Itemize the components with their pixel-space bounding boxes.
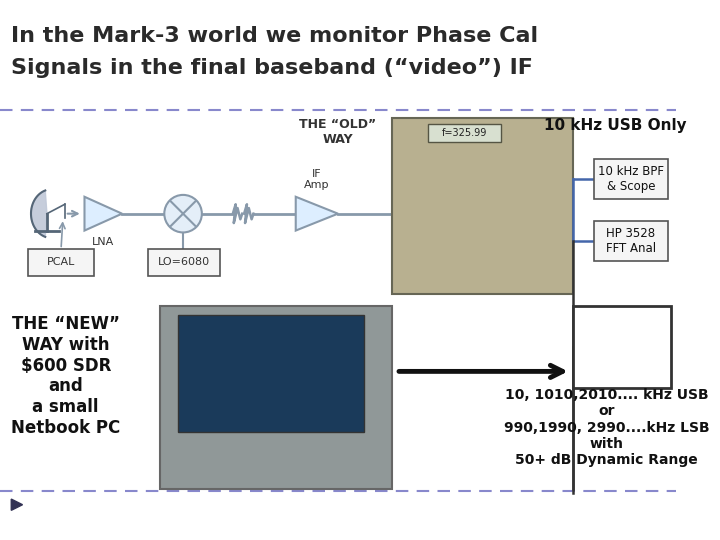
FancyBboxPatch shape <box>28 249 94 275</box>
FancyBboxPatch shape <box>179 315 364 433</box>
Text: In the Mark-3 world we monitor Phase Cal: In the Mark-3 world we monitor Phase Cal <box>12 26 539 46</box>
FancyBboxPatch shape <box>392 118 572 294</box>
Text: Signals in the final baseband (“video”) IF: Signals in the final baseband (“video”) … <box>12 58 533 78</box>
Polygon shape <box>12 499 22 510</box>
FancyBboxPatch shape <box>572 306 671 388</box>
Text: 10, 1010,2010.... kHz USB
or
990,1990, 2990....kHz LSB
with
50+ dB Dynamic Range: 10, 1010,2010.... kHz USB or 990,1990, 2… <box>504 388 709 467</box>
Text: f=325.99: f=325.99 <box>442 128 487 138</box>
Text: THE “NEW”
WAY with
$600 SDR
and
a small
Netbook PC: THE “NEW” WAY with $600 SDR and a small … <box>11 315 120 437</box>
Polygon shape <box>296 197 338 231</box>
Text: 10 kHz USB Only: 10 kHz USB Only <box>544 118 686 133</box>
Text: LO=6080: LO=6080 <box>158 258 210 267</box>
FancyBboxPatch shape <box>594 221 667 261</box>
FancyBboxPatch shape <box>428 124 501 143</box>
Text: LNA: LNA <box>92 237 114 247</box>
Text: HP 3528
FFT Anal: HP 3528 FFT Anal <box>606 227 656 255</box>
Text: PCAL: PCAL <box>47 258 75 267</box>
Text: 10 kHz BPF
& Scope: 10 kHz BPF & Scope <box>598 165 664 193</box>
FancyBboxPatch shape <box>594 159 667 199</box>
Circle shape <box>164 195 202 232</box>
Text: IF
Amp: IF Amp <box>304 168 330 190</box>
FancyBboxPatch shape <box>148 249 220 275</box>
Polygon shape <box>84 197 122 231</box>
FancyBboxPatch shape <box>160 306 392 489</box>
Text: THE “OLD”
WAY: THE “OLD” WAY <box>300 118 377 146</box>
Polygon shape <box>31 191 47 237</box>
